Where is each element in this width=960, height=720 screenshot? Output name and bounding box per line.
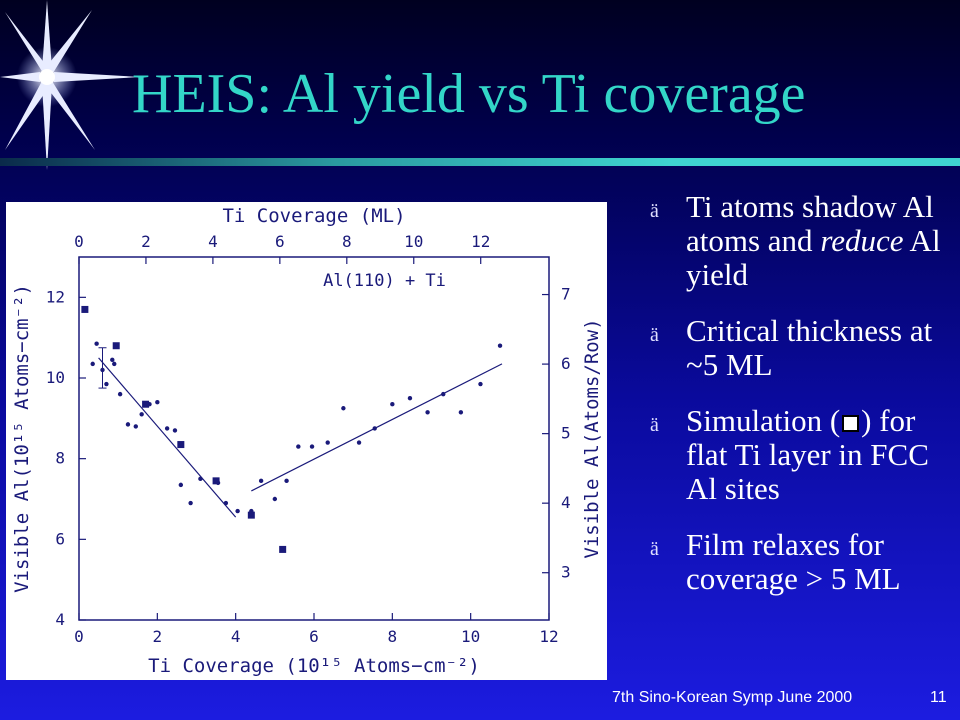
data-point-dot xyxy=(125,422,131,427)
plot-frame xyxy=(78,256,550,621)
right-tick-label: 4 xyxy=(561,493,571,512)
data-point-dot xyxy=(458,410,464,415)
footer-event: 7th Sino-Korean Symp June 2000 xyxy=(612,689,853,706)
bullet-item: ä Simulation () for flat Ti layer in FCC… xyxy=(650,404,955,506)
y-tick-label: 12 xyxy=(46,287,65,306)
right-tick-label: 3 xyxy=(561,563,571,582)
top-tick-label: 6 xyxy=(275,232,285,251)
footer-page-number: 11 xyxy=(930,689,947,706)
y-tick-label: 10 xyxy=(46,368,65,387)
data-point-dot xyxy=(235,508,240,514)
data-point-dot xyxy=(104,381,109,387)
y-tick-label: 8 xyxy=(55,449,65,468)
bullet-marker-icon: ä xyxy=(650,538,659,560)
bullet-text: Simulation ( xyxy=(686,403,841,438)
data-point-dot xyxy=(325,440,330,445)
square-marker-icon xyxy=(842,415,860,433)
bullet-item: ä Film relaxes for coverage > 5 ML xyxy=(650,528,955,596)
bullet-item: ä Ti atoms shadow Al atoms and reduce Al… xyxy=(650,190,955,292)
top-tick-label: 4 xyxy=(208,232,218,251)
right-tick-label: 7 xyxy=(561,285,571,304)
x-tick-label: 10 xyxy=(461,627,480,646)
data-point-square xyxy=(81,305,89,313)
title-underline-bar xyxy=(0,158,960,166)
x-tick-label: 2 xyxy=(153,627,163,646)
y-tick-label: 6 xyxy=(55,529,65,548)
data-point-square xyxy=(142,400,150,408)
bullet-text: Film relaxes for coverage > 5 ML xyxy=(686,527,901,596)
data-point-dot xyxy=(372,426,377,431)
x-axis-title-top: Ti Coverage (ML) xyxy=(222,205,405,227)
data-point-dot xyxy=(112,361,117,367)
x-axis-title-bottom: Ti Coverage (10¹⁵ Atoms−cm⁻²) xyxy=(148,655,480,677)
data-point-dot xyxy=(407,395,413,401)
data-point-dot xyxy=(356,440,362,445)
scatter-chart: 0 2 4 6 8 10 12 0 2 4 6 8 10 12 4 6 8 10 12 3 4 5 6 7 Ti Coverag… xyxy=(11,205,603,677)
x-tick-label: 12 xyxy=(539,627,558,646)
data-point-dot xyxy=(133,424,138,429)
data-point-dot xyxy=(425,410,430,415)
bullet-text-tail: Al yield xyxy=(686,223,941,292)
fit-line xyxy=(98,357,237,518)
data-point-dot xyxy=(497,343,503,348)
bullet-text-tail: ) for flat Ti layer in FCC Al sites xyxy=(686,403,929,506)
data-point-square xyxy=(177,441,185,449)
right-tick-label: 6 xyxy=(561,354,571,373)
top-tick-label: 8 xyxy=(342,232,352,251)
bullet-marker-icon: ä xyxy=(650,414,659,436)
data-point-dot xyxy=(296,444,301,449)
data-point-dot xyxy=(390,402,395,407)
data-point-square xyxy=(247,511,255,519)
top-tick-label: 12 xyxy=(471,232,490,251)
plot-panel: 0 2 4 6 8 10 12 0 2 4 6 8 10 12 4 6 8 10 12 3 4 5 6 7 Ti Coverag… xyxy=(6,202,607,680)
y-axis-title-left: Visible Al(10¹⁵ Atoms−cm⁻²) xyxy=(11,284,33,593)
data-point-dot xyxy=(258,478,264,484)
data-point-dot xyxy=(94,341,99,346)
right-tick-label: 5 xyxy=(561,424,571,443)
data-point-dot xyxy=(139,412,144,417)
data-point-dot xyxy=(100,367,105,373)
data-point-dot xyxy=(110,357,115,363)
fit-line xyxy=(251,363,503,492)
bullet-text: Ti atoms shadow Al atoms and xyxy=(686,189,934,258)
data-point-dot xyxy=(223,500,229,506)
top-tick-label: 0 xyxy=(74,232,84,251)
bullet-text: Critical thickness at ~5 ML xyxy=(686,313,933,382)
plot-annotation: Al(110) + Ti xyxy=(323,271,446,291)
data-point-dot xyxy=(155,400,160,405)
data-point-dot xyxy=(309,444,315,449)
sparkle-star-icon xyxy=(0,0,140,170)
data-point-dot xyxy=(172,428,178,433)
top-tick-label: 2 xyxy=(141,232,151,251)
data-point-dot xyxy=(198,476,203,482)
data-point-dot xyxy=(188,500,193,506)
data-point-square xyxy=(279,545,287,553)
data-point-dot xyxy=(164,426,170,431)
bullet-emphasis: reduce xyxy=(820,223,904,258)
bullet-item: ä Critical thickness at ~5 ML xyxy=(650,314,955,382)
bullet-marker-icon: ä xyxy=(650,200,659,222)
slide-title: HEIS: Al yield vs Ti coverage xyxy=(132,63,806,125)
data-point-dot xyxy=(178,482,184,488)
x-tick-label: 4 xyxy=(231,627,241,646)
bullet-list: ä Ti atoms shadow Al atoms and reduce Al… xyxy=(650,190,955,618)
data-point-dot xyxy=(90,361,95,367)
data-point-dot xyxy=(478,381,483,387)
data-point-dot xyxy=(341,406,346,411)
top-tick-label: 10 xyxy=(404,232,423,251)
x-tick-label: 0 xyxy=(74,627,84,646)
data-point-dot xyxy=(117,391,123,397)
x-tick-label: 8 xyxy=(388,627,398,646)
data-point-square xyxy=(212,477,220,485)
x-tick-label: 6 xyxy=(309,627,319,646)
y-axis-title-right: Visible Al(Atoms/Row) xyxy=(581,318,603,558)
data-point-dot xyxy=(284,478,289,484)
bullet-marker-icon: ä xyxy=(650,324,659,346)
y-tick-label: 4 xyxy=(55,610,65,629)
data-point-dot xyxy=(272,496,278,502)
data-point-dot xyxy=(441,391,446,397)
data-point-square xyxy=(112,342,120,350)
